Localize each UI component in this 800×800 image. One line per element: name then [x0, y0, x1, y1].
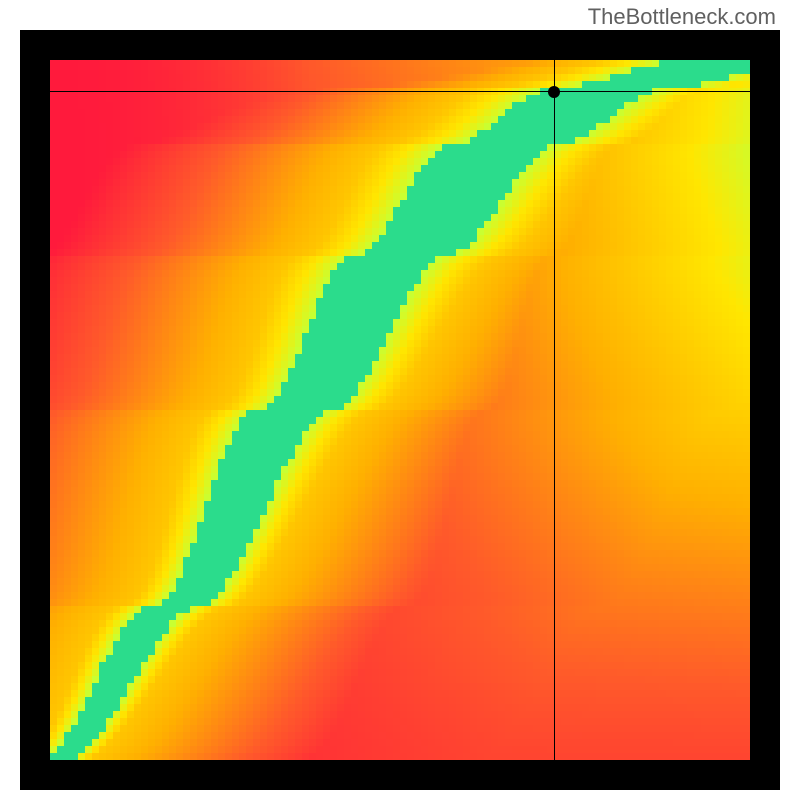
- heatmap-canvas: [50, 60, 750, 760]
- crosshair-vertical: [554, 60, 555, 760]
- watermark-text: TheBottleneck.com: [588, 4, 776, 30]
- plot-area: [20, 30, 780, 790]
- crosshair-marker: [548, 86, 560, 98]
- crosshair-horizontal: [50, 91, 750, 92]
- chart-container: TheBottleneck.com: [0, 0, 800, 800]
